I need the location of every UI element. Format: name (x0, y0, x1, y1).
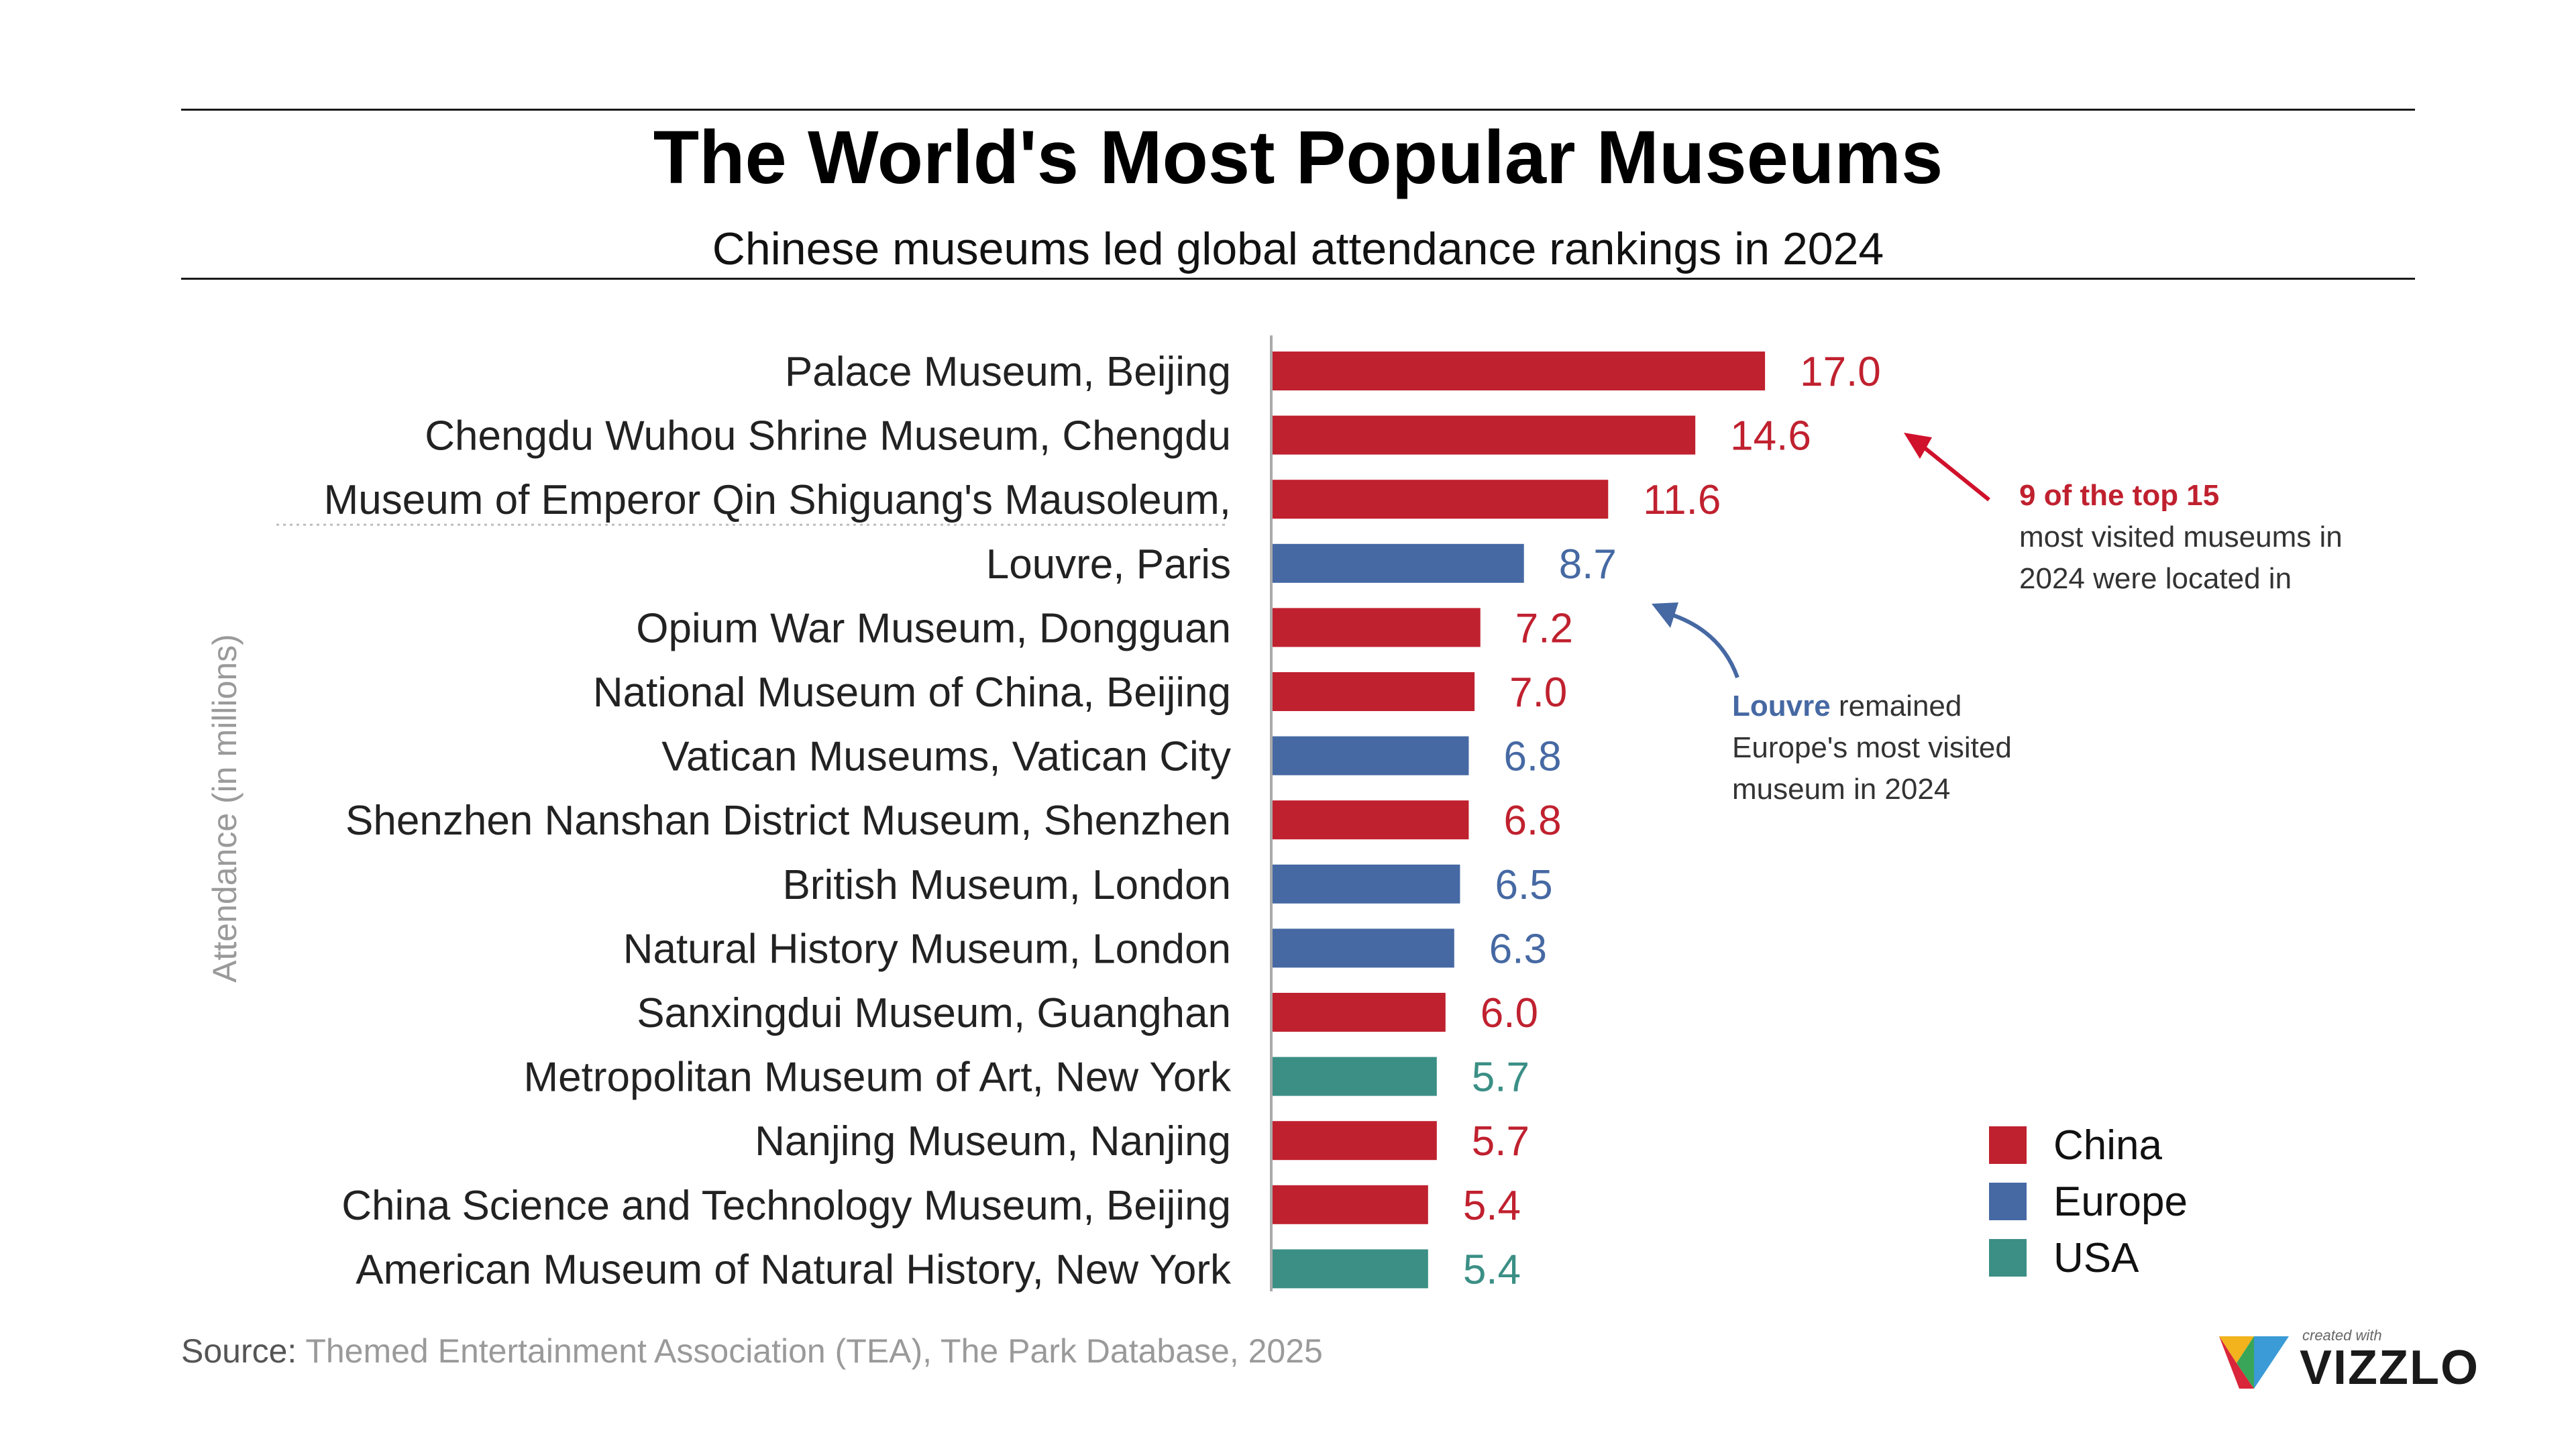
annotation-europe: Louvre remained Europe's most visited mu… (1732, 686, 2012, 810)
category-label-8: Shenzhen Nanshan District Museum, Shenzh… (345, 798, 1231, 844)
bar-7 (1271, 736, 1469, 775)
value-label-12: 5.7 (1472, 1055, 1529, 1101)
bar-6 (1271, 672, 1475, 711)
europe-arrow (1668, 612, 1739, 679)
value-label-13: 5.7 (1472, 1118, 1529, 1165)
category-label-13: Nanjing Museum, Nanjing (755, 1118, 1231, 1165)
value-label-15: 5.4 (1463, 1246, 1521, 1293)
brand-name: VIZZLO (2300, 1341, 2479, 1395)
bar-13 (1271, 1121, 1437, 1161)
category-label-4: Louvre, Paris (986, 541, 1231, 588)
legend-item-europe: Europe (1989, 1173, 2188, 1230)
value-label-4: 8.7 (1559, 541, 1617, 588)
chart-subtitle: Chinese museums led global attendance ra… (712, 223, 1884, 274)
legend-label-usa: USA (2053, 1234, 2139, 1281)
value-label-8: 6.8 (1503, 798, 1561, 844)
china-arrow (1919, 442, 1990, 502)
bar-4 (1271, 543, 1524, 583)
value-label-9: 6.5 (1495, 862, 1552, 908)
bar-1 (1271, 352, 1766, 390)
legend-label-china: China (2053, 1122, 2162, 1169)
category-label-11: Sanxingdui Museum, Guanghan (637, 990, 1231, 1036)
vizzlo-logo-icon (2219, 1336, 2289, 1389)
legend: China Europe USA (1989, 1117, 2188, 1286)
legend-swatch-europe (1989, 1183, 2027, 1220)
europe-arrow-head (1652, 602, 1678, 628)
category-label-2: Chengdu Wuhou Shrine Museum, Chengdu (425, 413, 1231, 460)
top-rule (181, 109, 2415, 111)
value-label-6: 7.0 (1509, 669, 1567, 716)
value-label-10: 6.3 (1489, 926, 1547, 972)
legend-item-china: China (1989, 1117, 2188, 1173)
annotation-china-highlight: 9 of the top 15 (2019, 479, 2220, 512)
bar-9 (1271, 864, 1460, 904)
category-label-15: American Museum of Natural History, New … (356, 1246, 1232, 1293)
bar-10 (1271, 928, 1454, 968)
source-label: Source: (181, 1332, 297, 1370)
bar-15 (1271, 1249, 1428, 1289)
category-label-12: Metropolitan Museum of Art, New York (524, 1055, 1232, 1101)
annotation-europe-line3: museum in 2024 (1732, 773, 1951, 806)
value-label-3: 11.6 (1643, 477, 1721, 523)
bar-8 (1271, 800, 1469, 840)
annotation-china-line2: 2024 were located in (2019, 562, 2292, 595)
bar-14 (1271, 1185, 1428, 1224)
value-label-7: 6.8 (1503, 734, 1561, 780)
chart-title: The World's Most Popular Museums (653, 115, 1943, 199)
legend-swatch-usa (1989, 1239, 2027, 1277)
category-label-9: British Museum, London (782, 862, 1231, 908)
china-arrow-head (1904, 433, 1932, 459)
category-label-6: National Museum of China, Beijing (593, 669, 1231, 716)
category-label-1: Palace Museum, Beijing (785, 349, 1231, 395)
bar-12 (1271, 1057, 1437, 1096)
bar-11 (1271, 993, 1446, 1032)
brand-tagline: created with (2302, 1327, 2382, 1344)
category-label-10: Natural History Museum, London (623, 926, 1231, 972)
source-note: Source: Themed Entertainment Association… (181, 1332, 1323, 1371)
category-label-14: China Science and Technology Museum, Bei… (341, 1183, 1231, 1229)
annotation-europe-line1: remained (1830, 690, 1962, 722)
category-label-7: Vatican Museums, Vatican City (661, 734, 1231, 780)
subtitle-rule (181, 278, 2415, 280)
source-text: Themed Entertainment Association (TEA), … (297, 1332, 1323, 1370)
value-label-2: 14.6 (1730, 413, 1811, 460)
annotation-china: 9 of the top 15 most visited museums in … (2019, 475, 2343, 600)
value-label-1: 17.0 (1800, 349, 1881, 395)
bar-5 (1271, 608, 1481, 647)
legend-item-usa: USA (1989, 1230, 2188, 1286)
legend-label-europe: Europe (2053, 1178, 2188, 1225)
legend-swatch-china (1989, 1126, 2027, 1164)
annotation-europe-line2: Europe's most visited (1732, 731, 2012, 764)
category-label-3: Museum of Emperor Qin Shiguang's Mausole… (324, 477, 1231, 523)
category-label-5: Opium War Museum, Dongguan (636, 605, 1231, 651)
bar-3 (1271, 480, 1609, 519)
value-label-14: 5.4 (1463, 1183, 1521, 1229)
bar-2 (1271, 415, 1696, 455)
value-label-11: 6.0 (1481, 990, 1538, 1036)
annotation-china-line1: most visited museums in (2019, 521, 2343, 553)
value-label-5: 7.2 (1515, 605, 1573, 651)
brand-logo: created with VIZZLO (2214, 1322, 2482, 1395)
annotation-europe-highlight: Louvre (1732, 690, 1831, 722)
